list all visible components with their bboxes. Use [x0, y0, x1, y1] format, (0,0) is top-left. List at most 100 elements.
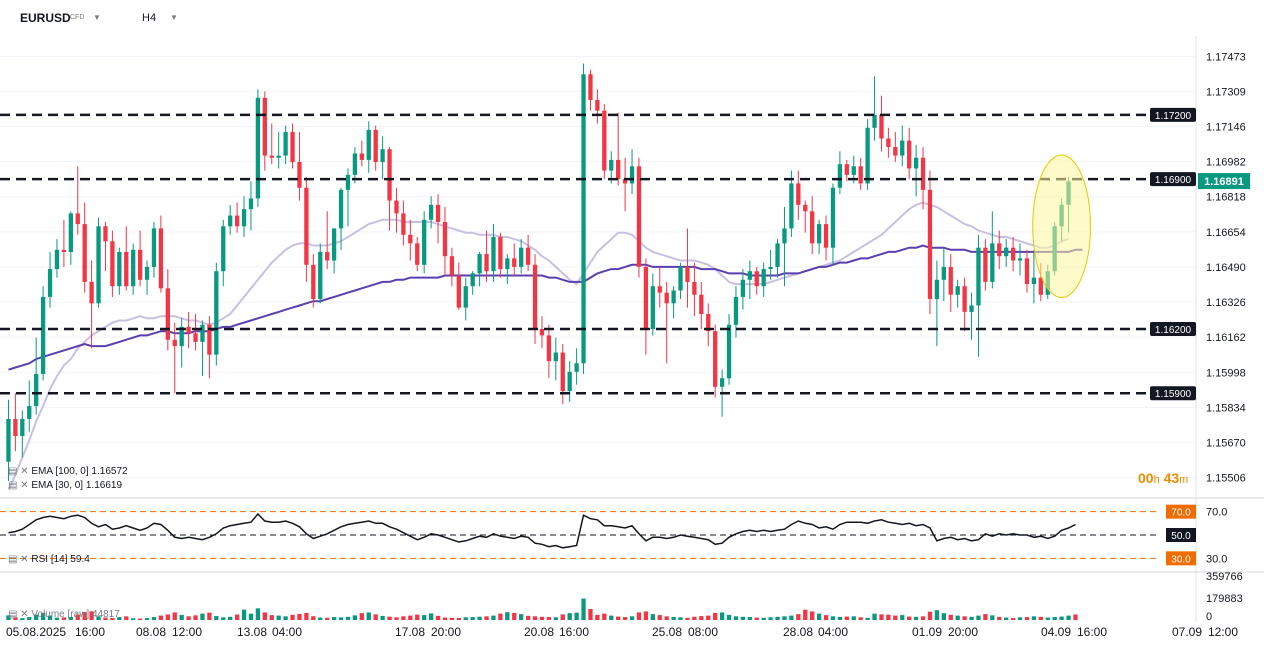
legend-settings-icon[interactable]: ▤ ✕	[8, 554, 32, 565]
candle-body	[318, 251, 323, 300]
volume-bar	[602, 613, 607, 620]
volume-bar	[913, 616, 919, 620]
legend-settings-icon[interactable]: ▤ ✕	[8, 609, 32, 620]
candle-body	[40, 296, 46, 374]
candle-body	[422, 219, 427, 265]
candle	[422, 211, 427, 274]
candle-body	[893, 147, 898, 156]
candle	[234, 202, 240, 233]
candle-body	[248, 198, 254, 210]
volume-bar	[643, 611, 649, 620]
volume-bar	[976, 615, 981, 620]
candle-body	[207, 324, 212, 355]
candle-body	[803, 204, 808, 212]
candle-body	[948, 266, 953, 295]
volume-bar	[678, 617, 683, 620]
volume-bar	[484, 616, 489, 620]
volume-bar	[352, 615, 358, 620]
volume-bar	[699, 616, 704, 620]
volume-bar	[650, 614, 655, 620]
timeframe-dropdown-chevron-icon[interactable]: ▼	[170, 13, 178, 22]
volume-bar	[151, 617, 157, 620]
candle	[678, 262, 683, 300]
candle-body	[124, 251, 129, 287]
volume-bar	[338, 617, 344, 620]
candle	[574, 348, 579, 385]
volume-bar	[449, 617, 455, 620]
volume-bar	[560, 614, 565, 620]
price-axis-tick: 1.15998	[1206, 367, 1246, 379]
candle-body	[352, 153, 358, 175]
candle-body	[657, 286, 662, 293]
candle-body	[131, 249, 136, 287]
volume-bar	[900, 615, 905, 620]
volume-bar	[969, 616, 974, 620]
price-axis-tick: 1.16818	[1206, 192, 1246, 204]
rsi-legend-text: RSI [14] 59.4	[31, 554, 90, 565]
candle-body	[574, 363, 579, 372]
candle-body	[595, 99, 600, 111]
candle	[830, 183, 836, 265]
candle	[276, 132, 281, 169]
volume-bar	[581, 598, 586, 620]
candle	[519, 239, 524, 274]
candle-body	[234, 215, 240, 227]
time-axis-tick: 25.08	[652, 625, 682, 639]
candle-body	[629, 166, 635, 184]
timeframe-label[interactable]: H4	[142, 12, 157, 24]
candle	[581, 63, 586, 374]
candle-body	[186, 326, 191, 334]
candle-body	[962, 286, 967, 312]
volume-bar	[740, 616, 746, 620]
candle	[491, 224, 496, 282]
level-label-text: 1.17200	[1155, 111, 1192, 122]
symbol-label[interactable]: EURUSD	[20, 11, 71, 25]
candle-body	[158, 228, 164, 289]
time-axis-tick: 12:00	[172, 625, 202, 639]
candle-body	[491, 236, 496, 272]
candle	[269, 123, 274, 165]
time-axis-tick: 17.08	[395, 625, 425, 639]
candle	[872, 76, 877, 141]
time-axis-tick: 20:00	[948, 625, 978, 639]
candle	[470, 271, 475, 295]
candle	[117, 247, 122, 295]
time-axis-tick: 08:00	[688, 625, 718, 639]
candle-body	[671, 290, 676, 304]
legend-settings-icon[interactable]: ▤ ✕	[8, 466, 32, 477]
candle	[262, 91, 267, 171]
candle-body	[602, 110, 607, 171]
legend-settings-icon[interactable]: ▤ ✕	[8, 480, 32, 491]
volume-bar	[1059, 616, 1064, 620]
candle	[151, 221, 157, 278]
volume-bar	[20, 618, 25, 620]
candle	[255, 89, 261, 207]
volume-bar	[290, 614, 295, 620]
candle	[1017, 243, 1023, 276]
candle	[408, 219, 413, 261]
volume-bar	[269, 615, 274, 620]
candle	[345, 168, 351, 227]
candle	[96, 217, 101, 308]
price-axis-tick: 1.16162	[1206, 332, 1246, 344]
candle	[532, 254, 538, 344]
candle	[13, 393, 18, 452]
candle	[789, 170, 794, 237]
symbol-dropdown-chevron-icon[interactable]: ▼	[93, 13, 101, 22]
volume-bar	[616, 616, 621, 620]
time-axis-tick: 08.08	[136, 625, 166, 639]
volume-bar	[920, 616, 926, 620]
candle-body	[331, 228, 337, 261]
highlight-ellipse	[1032, 154, 1091, 298]
candle	[442, 206, 448, 276]
candle-body	[823, 224, 829, 248]
volume-bar	[997, 616, 1002, 620]
candle	[241, 196, 247, 237]
volume-bar	[345, 616, 351, 620]
volume-bar	[498, 613, 503, 620]
candle	[990, 211, 995, 289]
volume-bar	[1052, 617, 1057, 620]
candle	[997, 230, 1002, 270]
price-axis-tick: 1.16982	[1206, 157, 1246, 169]
